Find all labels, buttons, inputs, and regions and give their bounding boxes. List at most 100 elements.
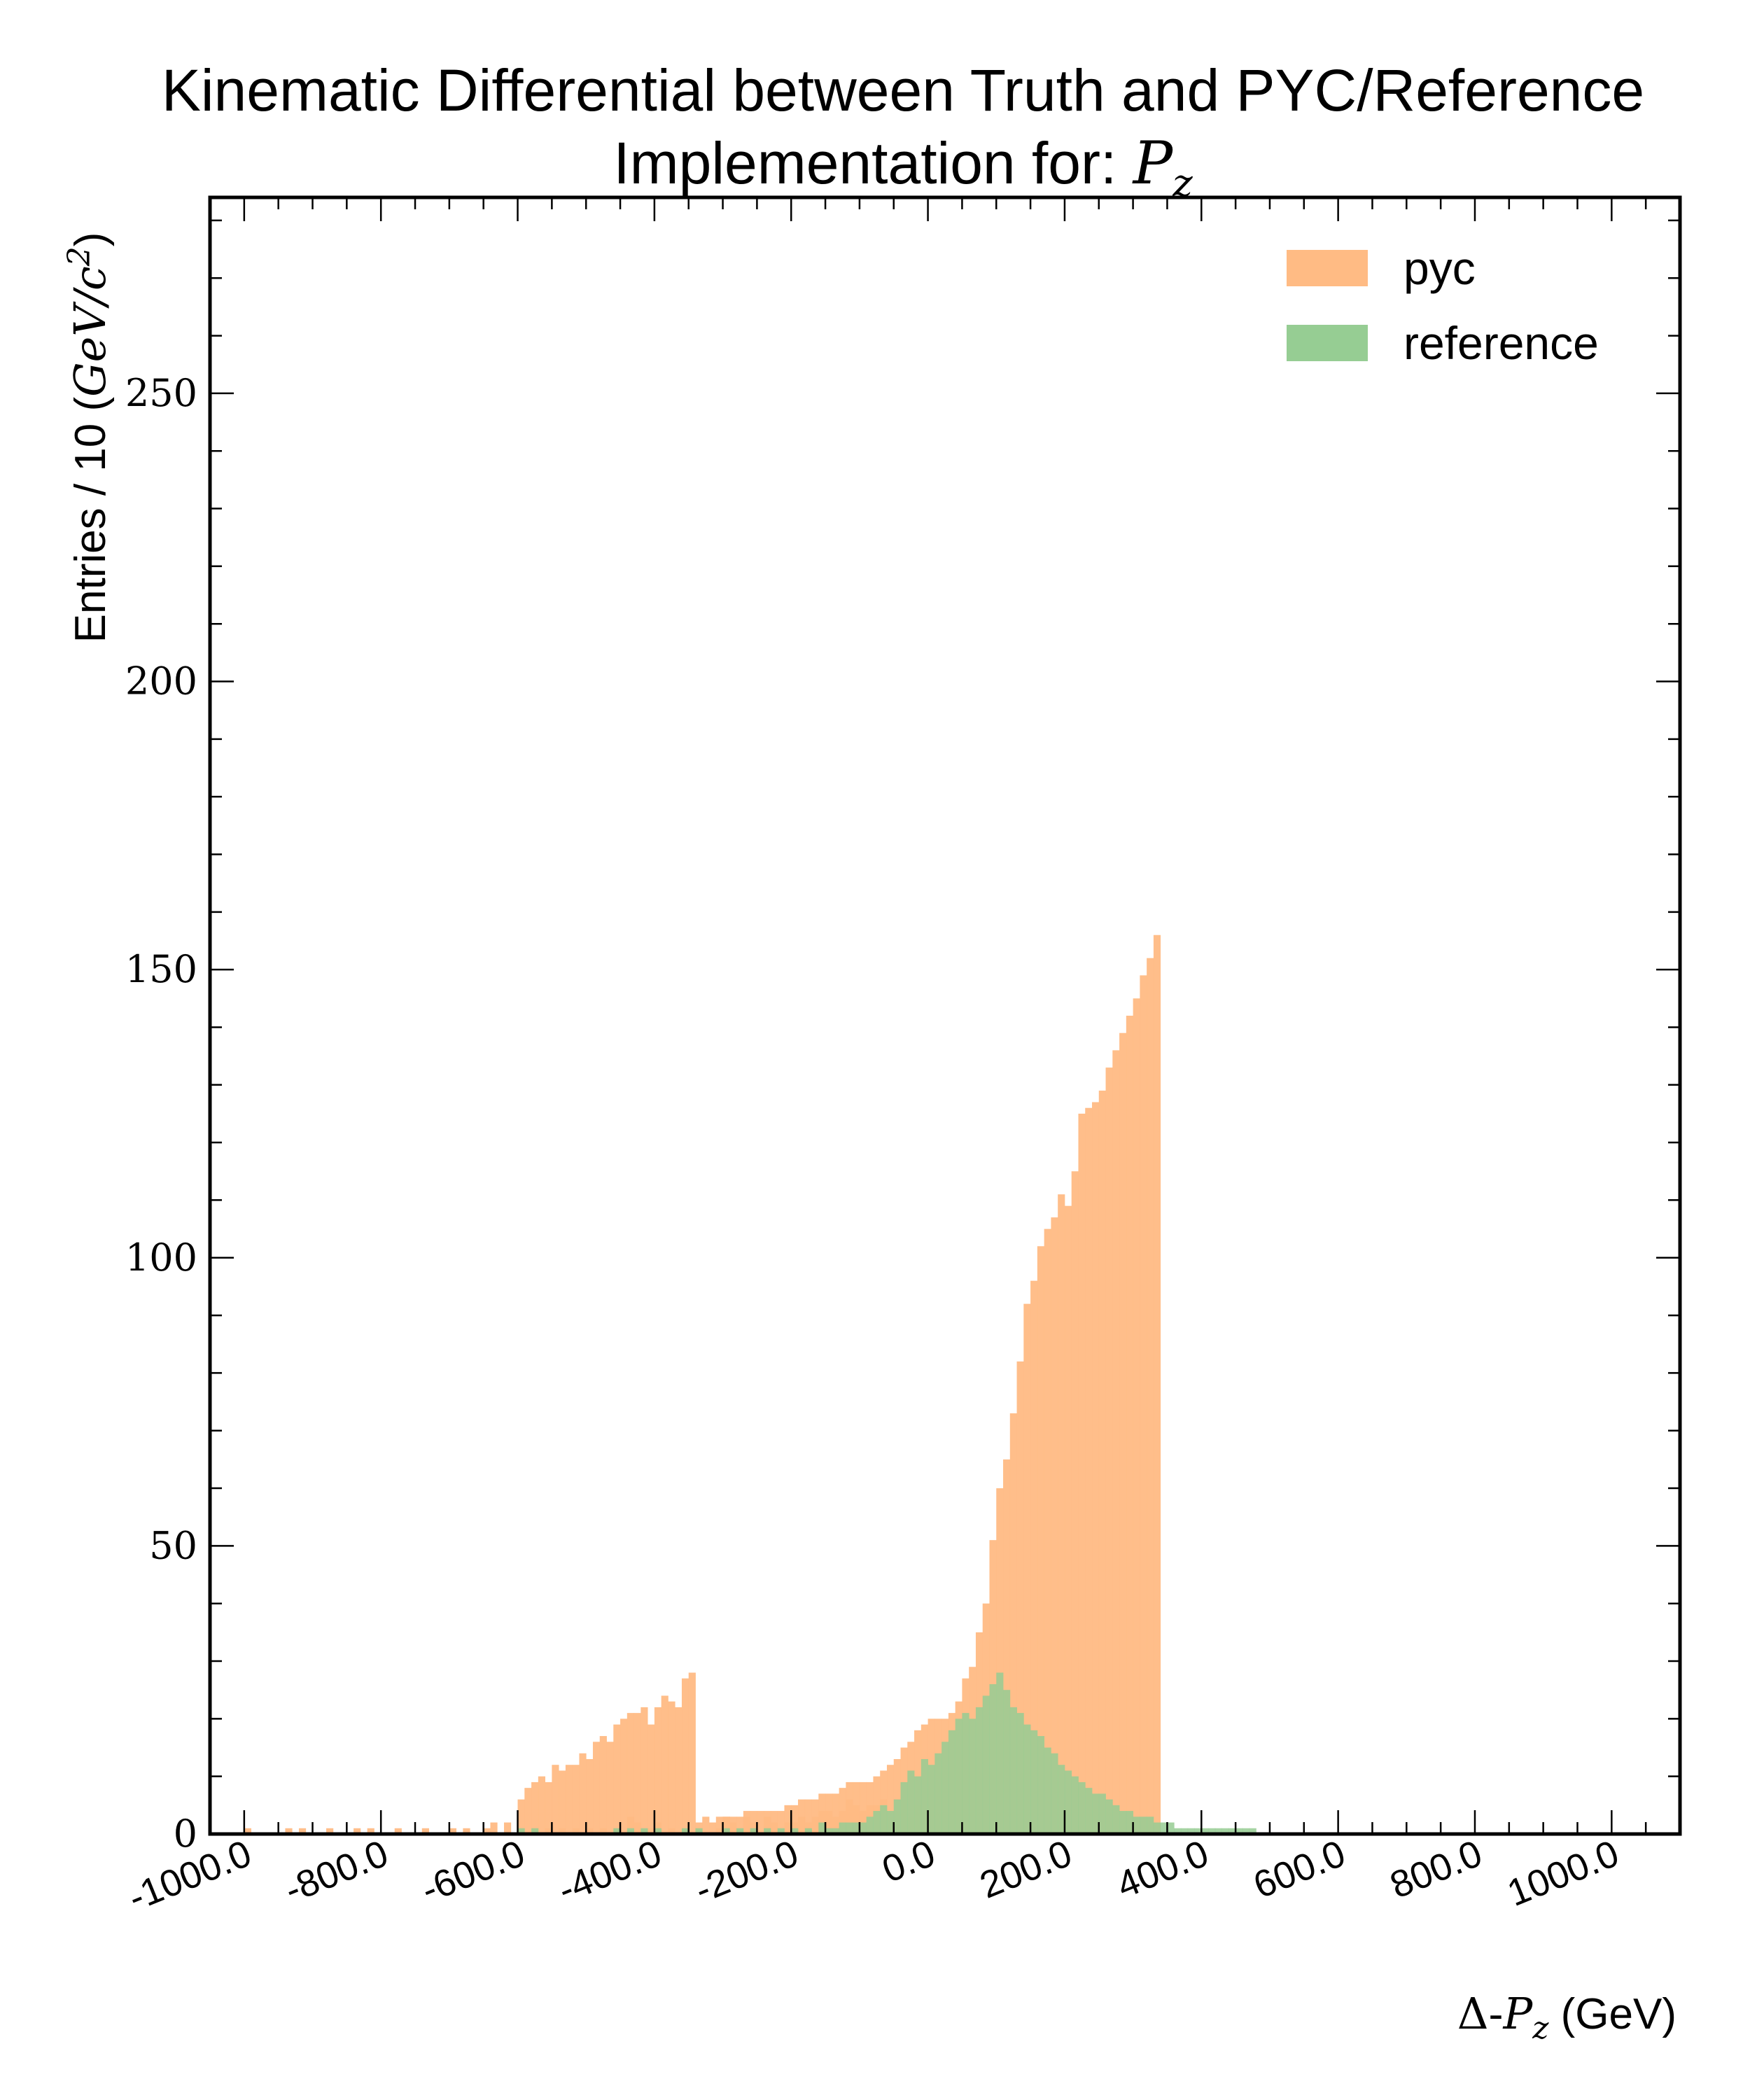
pyc-bar-66 <box>586 1758 594 1834</box>
reference-bar-69 <box>1180 1828 1189 1834</box>
reference-bar-14 <box>791 1828 799 1834</box>
reference-bar-63 <box>1140 1816 1147 1834</box>
reference-bar-79 <box>1249 1828 1256 1834</box>
legend-swatch-reference <box>1287 325 1368 361</box>
pyc-bar-136 <box>1064 1205 1072 1834</box>
pyc-bar-12 <box>504 1822 512 1834</box>
reference-bar-29 <box>907 1770 915 1834</box>
pyc-bar-69 <box>606 1742 614 1834</box>
pyc-bar-146 <box>1133 998 1140 1834</box>
pyc-bar-80 <box>681 1678 690 1834</box>
reference-bar-46 <box>1023 1724 1031 1834</box>
reference-bar-3 <box>613 1828 621 1834</box>
reference-bar-77 <box>1236 1828 1243 1834</box>
reference-bar-13 <box>777 1828 785 1834</box>
pyc-bar-63 <box>565 1765 573 1834</box>
pyc-bar-90 <box>750 1811 757 1834</box>
y-tick-label: 250 <box>125 371 197 415</box>
pyc-bar-9 <box>463 1828 470 1834</box>
pyc-bar-79 <box>675 1707 682 1834</box>
reference-bar-35 <box>948 1730 956 1834</box>
reference-bar-37 <box>962 1713 969 1834</box>
reference-bar-19 <box>839 1822 846 1834</box>
pyc-bar-7 <box>421 1828 429 1834</box>
chart-title-line2: Implementation for: Pz <box>613 129 1193 205</box>
reference-bar-5 <box>640 1828 648 1834</box>
pyc-bar-11 <box>490 1822 498 1834</box>
reference-bar-31 <box>920 1758 928 1834</box>
pyc-bar-134 <box>1051 1217 1058 1834</box>
pyc-bar-4 <box>354 1828 361 1834</box>
reference-bar-38 <box>969 1718 976 1834</box>
reference-bar-67 <box>1167 1822 1175 1834</box>
y-tick-label: 100 <box>125 1236 197 1280</box>
pyc-bar-67 <box>592 1742 601 1834</box>
pyc-bar-8 <box>449 1828 457 1834</box>
axis-ticks <box>210 197 1681 1835</box>
x-axis-label-math-sub: z <box>1532 2010 1549 2046</box>
pyc-bar-71 <box>620 1718 628 1834</box>
y-tick-label: 150 <box>125 947 197 991</box>
x-tick-label: 400.0 <box>1111 1832 1214 1906</box>
x-tick-label: 200.0 <box>974 1832 1078 1906</box>
pyc-bar-5 <box>367 1828 374 1834</box>
pyc-bar-107 <box>866 1782 874 1834</box>
pyc-bar-111 <box>893 1758 901 1834</box>
x-tick-label: 600.0 <box>1247 1832 1351 1906</box>
reference-bar-17 <box>825 1828 833 1834</box>
pyc-bar-2 <box>298 1828 307 1834</box>
reference-bar-23 <box>866 1816 874 1834</box>
pyc-bar-126 <box>996 1488 1004 1834</box>
pyc-bar-91 <box>757 1811 764 1834</box>
y-axis-label-math: GeV/c <box>64 266 115 397</box>
reference-bar-45 <box>1016 1713 1024 1834</box>
pyc-bar-140 <box>1092 1102 1100 1834</box>
legend-swatch-pyc <box>1287 250 1368 286</box>
pyc-bar-144 <box>1119 1032 1127 1834</box>
reference-bar-39 <box>975 1707 983 1834</box>
pyc-bar-62 <box>559 1770 566 1834</box>
reference-bar-59 <box>1112 1805 1120 1834</box>
pyc-bar-109 <box>880 1770 888 1834</box>
pyc-bar-98 <box>804 1799 812 1834</box>
reference-bar-55 <box>1085 1788 1093 1834</box>
pyc-bar-56 <box>517 1799 525 1834</box>
pyc-bar-92 <box>764 1811 771 1834</box>
reference-bar-42 <box>996 1672 1004 1834</box>
y-axis-label: Entries / 10 (GeV/c2) <box>62 232 115 643</box>
pyc-bar-103 <box>839 1788 846 1834</box>
pyc-bar-0 <box>244 1828 252 1834</box>
pyc-bar-76 <box>654 1707 662 1834</box>
pyc-bar-89 <box>743 1811 751 1834</box>
reference-bar-26 <box>886 1811 895 1834</box>
y-axis-label-math-sup: 2 <box>62 246 97 267</box>
pyc-bar-85 <box>715 1816 723 1834</box>
reference-bar-21 <box>853 1822 860 1834</box>
pyc-bar-68 <box>599 1736 607 1834</box>
x-tick-label: -200.0 <box>689 1832 804 1911</box>
reference-bar-4 <box>626 1828 634 1834</box>
reference-bar-49 <box>1044 1747 1051 1834</box>
legend-label-reference: reference <box>1404 317 1599 369</box>
reference-bar-68 <box>1174 1828 1182 1834</box>
reference-bar-1 <box>517 1828 525 1834</box>
pyc-bar-138 <box>1078 1113 1086 1834</box>
reference-bar-56 <box>1092 1793 1100 1834</box>
pyc-bar-70 <box>613 1724 621 1834</box>
pyc-bar-149 <box>1153 934 1161 1834</box>
pyc-bar-129 <box>1016 1361 1024 1834</box>
chart-title-prefix: Implementation for: <box>613 130 1133 196</box>
pyc-bar-135 <box>1058 1194 1065 1834</box>
reference-bar-9 <box>722 1828 730 1834</box>
reference-bar-50 <box>1051 1753 1058 1834</box>
reference-bar-65 <box>1153 1822 1161 1834</box>
pyc-bar-3 <box>326 1828 334 1834</box>
legend-label-pyc: pyc <box>1404 242 1476 294</box>
x-tick-label: -800.0 <box>279 1832 393 1911</box>
pyc-bar-75 <box>648 1724 655 1834</box>
reference-bar-47 <box>1030 1730 1038 1834</box>
pyc-bar-61 <box>552 1765 559 1834</box>
pyc-series <box>244 934 1161 1834</box>
pyc-bar-101 <box>825 1793 833 1834</box>
